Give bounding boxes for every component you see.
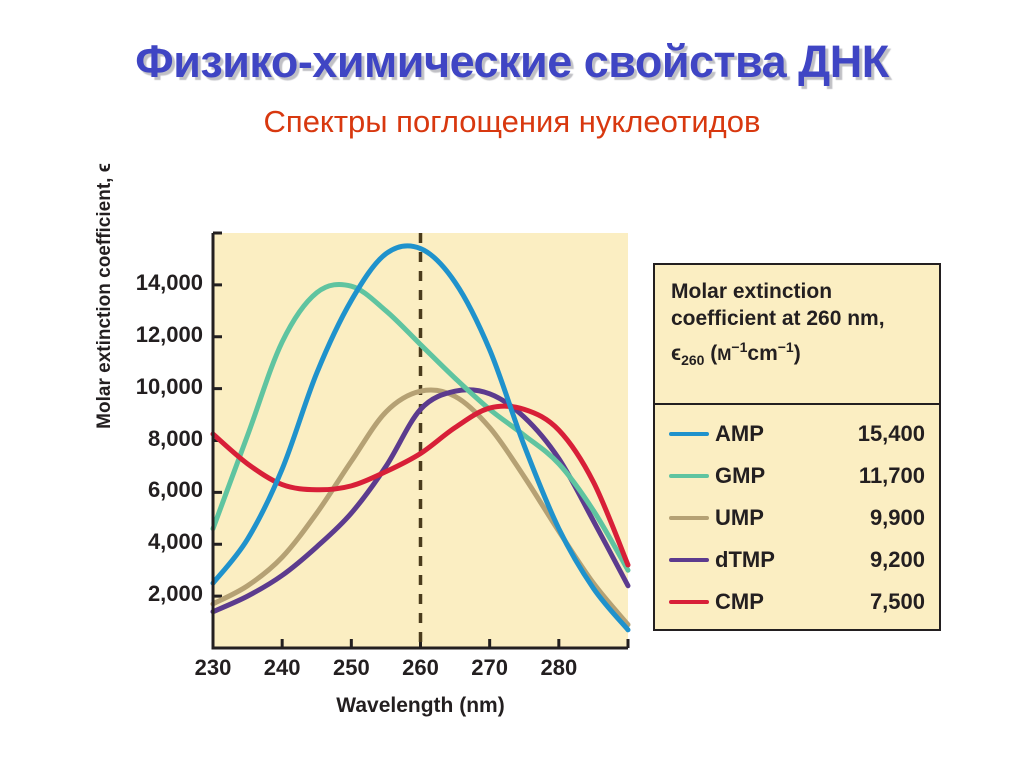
curve-dtmp (210, 387, 631, 615)
units-open-paren: ( (704, 342, 718, 365)
y-tick-label: 6,000 (147, 477, 203, 503)
x-tick-label: 240 (263, 655, 301, 680)
legend-row[interactable]: CMP 7,500 (655, 581, 939, 623)
x-tick-label: 270 (471, 655, 509, 680)
legend-label: CMP (715, 589, 764, 614)
y-tick-label: 10,000 (135, 373, 203, 399)
x-axis-title: Wavelength (nm) (336, 694, 505, 717)
y-tick-label: 12,000 (135, 321, 203, 347)
legend-color-swatch (669, 600, 709, 604)
legend-value: 15,400 (857, 421, 925, 446)
curve-amp (210, 243, 631, 633)
page-subtitle: Спектры поглощения нуклеотидов (263, 104, 761, 139)
y-tick-label: 8,000 (147, 425, 203, 451)
page-title: Физико-химические свойства ДНК (135, 36, 889, 87)
x-tick-label: 280 (540, 655, 578, 680)
epsilon-symbol: ϵ (671, 342, 682, 365)
axis-frame-overlay (211, 233, 628, 650)
x-tick-label: 250 (332, 655, 370, 680)
legend-row[interactable]: dTMP 9,200 (655, 539, 939, 581)
legend-row[interactable]: GMP 11,700 (655, 455, 939, 497)
x-axis-tick-labels: 230 240 250 260 270 280 (0, 655, 1024, 687)
legend-color-swatch (669, 558, 709, 562)
legend-header: Molar extinction coefficient at 260 nm, … (655, 265, 939, 405)
unit-molar: M (717, 345, 732, 364)
legend-value: 9,200 (869, 547, 925, 572)
epsilon-subscript: 260 (681, 352, 705, 369)
legend-title: Molar extinction coefficient at 260 nm, (671, 280, 885, 330)
curve-gmp (210, 281, 631, 573)
legend-label: dTMP (715, 547, 775, 572)
legend-label: AMP (715, 421, 764, 446)
legend-value: 11,700 (858, 463, 925, 488)
y-tick-label: 2,000 (147, 581, 203, 607)
legend-units: ϵ260 (M−1cm−1) (671, 334, 925, 374)
y-tick-label: 4,000 (147, 529, 203, 555)
units-close-paren: ) (793, 342, 801, 365)
legend-row[interactable]: AMP 15,400 (655, 413, 939, 455)
legend-panel: Molar extinction coefficient at 260 nm, … (653, 263, 941, 631)
legend-rows: AMP 15,400 GMP 11,700 UMP 9,900 dTMP 9,200 CMP 7,… (655, 405, 939, 623)
curve-cmp (210, 403, 631, 568)
legend-label: GMP (715, 463, 766, 488)
legend-color-swatch (669, 432, 709, 436)
x-tick-label: 230 (194, 655, 232, 680)
series-curves (210, 243, 631, 633)
legend-value: 9,900 (869, 505, 925, 530)
legend-color-swatch (669, 474, 709, 478)
legend-row[interactable]: UMP 9,900 (655, 497, 939, 539)
legend-color-swatch (669, 516, 709, 520)
unit-molar-exponent: −1 (731, 339, 748, 355)
legend-value: 7,500 (869, 589, 925, 614)
legend-label: UMP (715, 505, 764, 530)
y-tick-label: 14,000 (135, 269, 203, 295)
unit-centimeter-exponent: −1 (777, 339, 794, 355)
y-axis-tick-labels: 2,000 4,000 6,000 8,000 10,000 12,000 14,000 (85, 0, 203, 767)
x-tick-label: 260 (402, 655, 439, 680)
unit-centimeter: cm (747, 342, 778, 365)
